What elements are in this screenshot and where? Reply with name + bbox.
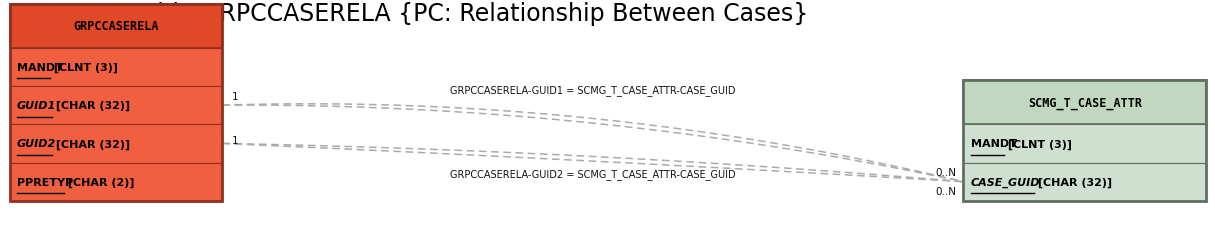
Bar (963, 81, 1206, 125)
Text: 0..N: 0..N (936, 168, 956, 178)
Text: 1: 1 (232, 135, 238, 145)
Bar (10, 87, 222, 125)
Bar (10, 5, 222, 201)
Text: [CHAR (2)]: [CHAR (2)] (63, 177, 135, 187)
Text: PPRETYP: PPRETYP (17, 177, 73, 187)
Text: [CHAR (32)]: [CHAR (32)] (52, 139, 130, 149)
Bar (963, 163, 1206, 201)
Text: SAP ABAP table GRPCCASERELA {PC: Relationship Between Cases}: SAP ABAP table GRPCCASERELA {PC: Relatio… (10, 2, 808, 26)
Text: MANDT: MANDT (971, 139, 1017, 149)
Text: GUID1: GUID1 (17, 101, 56, 111)
Bar (963, 125, 1206, 163)
Text: [CHAR (32)]: [CHAR (32)] (52, 100, 130, 111)
Bar (10, 49, 222, 87)
Text: 0..N: 0..N (936, 186, 956, 196)
Text: SCMG_T_CASE_ATTR: SCMG_T_CASE_ATTR (1028, 96, 1142, 109)
Bar (10, 163, 222, 201)
Text: MANDT: MANDT (17, 63, 63, 73)
Bar (963, 81, 1206, 201)
Text: 1: 1 (232, 91, 238, 101)
Text: GRPCCASERELA: GRPCCASERELA (73, 20, 159, 33)
Bar (10, 5, 222, 49)
Bar (10, 125, 222, 163)
Text: CASE_GUID: CASE_GUID (971, 177, 1040, 187)
Text: [CLNT (3)]: [CLNT (3)] (1004, 139, 1072, 149)
Text: GRPCCASERELA-GUID2 = SCMG_T_CASE_ATTR-CASE_GUID: GRPCCASERELA-GUID2 = SCMG_T_CASE_ATTR-CA… (450, 169, 736, 180)
Text: [CLNT (3)]: [CLNT (3)] (50, 62, 118, 73)
Text: GRPCCASERELA-GUID1 = SCMG_T_CASE_ATTR-CASE_GUID: GRPCCASERELA-GUID1 = SCMG_T_CASE_ATTR-CA… (451, 84, 735, 95)
Text: GUID2: GUID2 (17, 139, 56, 149)
Text: [CHAR (32)]: [CHAR (32)] (1034, 177, 1113, 187)
